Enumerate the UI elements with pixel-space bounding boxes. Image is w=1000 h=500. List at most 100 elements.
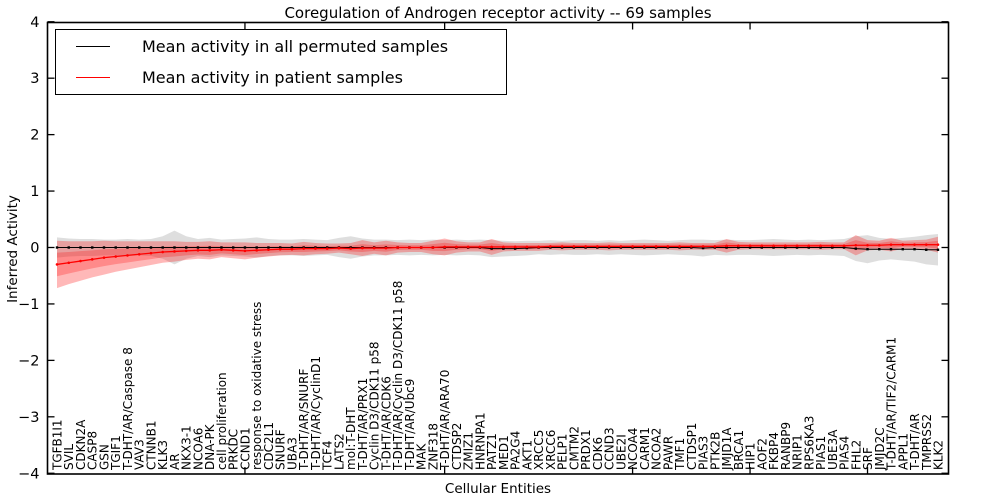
patient-marker xyxy=(525,245,529,249)
patient-marker xyxy=(384,246,388,250)
patient-marker xyxy=(455,245,458,249)
patient-marker xyxy=(231,249,235,252)
permuted-marker xyxy=(267,246,270,249)
legend-label-permuted: Mean activity in all permuted samples xyxy=(142,37,449,56)
x-category-label: PRKDC xyxy=(227,429,241,470)
x-category-label: Cyclin D3/CDK11 p58 xyxy=(368,341,382,470)
x-category-label: VAV3 xyxy=(133,439,147,470)
x-category-label: HNRNPA1 xyxy=(473,412,487,470)
x-category-label: T-DHT/AR/SNURF xyxy=(297,369,311,472)
patient-marker xyxy=(513,245,517,249)
permuted-marker xyxy=(748,246,752,249)
permuted-marker xyxy=(79,246,82,249)
permuted-marker xyxy=(67,246,70,249)
x-category-label: JMJD2C xyxy=(873,427,887,471)
patient-marker xyxy=(643,245,646,248)
x-category-label: GSN xyxy=(97,444,111,470)
axes-frame xyxy=(46,21,950,475)
x-category-label: CTDSP1 xyxy=(685,423,699,470)
permuted-marker xyxy=(772,246,775,249)
patient-marker xyxy=(913,243,916,246)
patient-marker xyxy=(267,248,270,252)
patient-marker xyxy=(396,246,399,249)
y-tick-label: −4 xyxy=(18,466,39,482)
y-tick-label: 2 xyxy=(30,128,39,144)
patient-marker xyxy=(149,251,153,255)
patient-marker xyxy=(877,243,881,247)
legend-label-patient: Mean activity in patient samples xyxy=(142,68,403,87)
patient-marker xyxy=(748,244,752,248)
permuted-marker xyxy=(126,246,129,249)
x-category-label: PAWR xyxy=(661,436,675,470)
x-category-label: T-DHT/AR/Cyclin D3/CDK11 p58 xyxy=(391,281,405,471)
x-category-label: APPL1 xyxy=(896,433,910,470)
permuted-marker xyxy=(831,246,834,249)
legend-line-black-icon xyxy=(76,46,110,47)
x-category-label: RANBP9 xyxy=(779,422,793,470)
patient-marker xyxy=(619,245,623,248)
permuted-marker xyxy=(114,246,117,249)
patient-marker xyxy=(807,244,811,248)
patient-marker xyxy=(631,245,634,248)
x-category-label: TMF1 xyxy=(673,438,687,471)
x-category-label: CDK6 xyxy=(591,437,605,470)
patient-marker xyxy=(560,245,564,248)
x-category-label: JMJD1A xyxy=(720,427,734,471)
patient-marker xyxy=(549,245,552,248)
permuted-marker xyxy=(701,246,705,250)
y-axis-label: Inferred Activity xyxy=(5,195,21,303)
permuted-marker xyxy=(102,246,106,249)
patient-marker xyxy=(419,246,423,249)
x-category-label: CTDSP2 xyxy=(450,423,464,470)
x-category-label: FHL2 xyxy=(849,440,863,470)
x-category-label: FKBP4 xyxy=(767,432,781,470)
x-category-label: SNURF xyxy=(274,429,288,470)
patient-marker xyxy=(302,247,305,250)
permuted-marker xyxy=(878,247,881,251)
patient-mean-line xyxy=(56,244,938,266)
patient-marker xyxy=(584,245,587,248)
permuted-marker xyxy=(173,246,176,249)
patient-marker xyxy=(290,247,294,251)
patient-marker xyxy=(443,245,446,249)
patient-marker xyxy=(537,245,540,249)
patient-marker xyxy=(431,246,435,249)
patient-marker xyxy=(173,250,176,253)
permuted-marker xyxy=(196,246,200,249)
x-category-label: TMPRSS2 xyxy=(920,414,934,471)
permuted-marker xyxy=(149,246,153,249)
permuted-marker xyxy=(208,246,211,249)
patient-marker xyxy=(502,245,505,249)
x-category-label: AOF2 xyxy=(755,438,769,470)
x-category-label: PRDX1 xyxy=(579,429,593,470)
x-category-label: T-DHT/AR/PRX1 xyxy=(356,378,370,471)
permuted-marker xyxy=(901,247,904,251)
x-category-label: PATZ1 xyxy=(485,433,499,470)
patient-marker xyxy=(137,252,141,256)
y-tick-label: −2 xyxy=(18,353,39,369)
patient-marker xyxy=(830,244,834,248)
x-category-label: UBE2I xyxy=(614,434,628,470)
patient-marker xyxy=(760,244,764,248)
patient-marker xyxy=(102,256,106,259)
patient-marker xyxy=(278,247,282,251)
x-category-label: CMTM2 xyxy=(567,426,581,470)
permuted-marker xyxy=(91,246,94,249)
patient-marker xyxy=(819,244,822,248)
patient-marker xyxy=(337,246,341,250)
x-category-label: PIAS1 xyxy=(814,436,828,470)
x-category-label: XRCC6 xyxy=(544,430,558,470)
x-category-label: CDC2L1 xyxy=(262,422,276,470)
legend-box: Mean activity in all permuted samples Me… xyxy=(55,29,507,95)
patient-marker xyxy=(372,246,376,250)
patient-marker xyxy=(490,245,493,249)
x-category-label: NKX3-1 xyxy=(180,425,194,470)
x-category-label: KLK2 xyxy=(932,440,946,470)
permuted-marker xyxy=(290,246,294,249)
permuted-marker xyxy=(513,247,517,250)
y-tick-label: 1 xyxy=(30,184,39,200)
x-category-label: T-DHT/AR/ARA70 xyxy=(438,370,452,471)
x-category-label: HIP1 xyxy=(744,443,758,470)
patient-marker xyxy=(678,245,681,248)
patient-marker xyxy=(184,249,188,253)
